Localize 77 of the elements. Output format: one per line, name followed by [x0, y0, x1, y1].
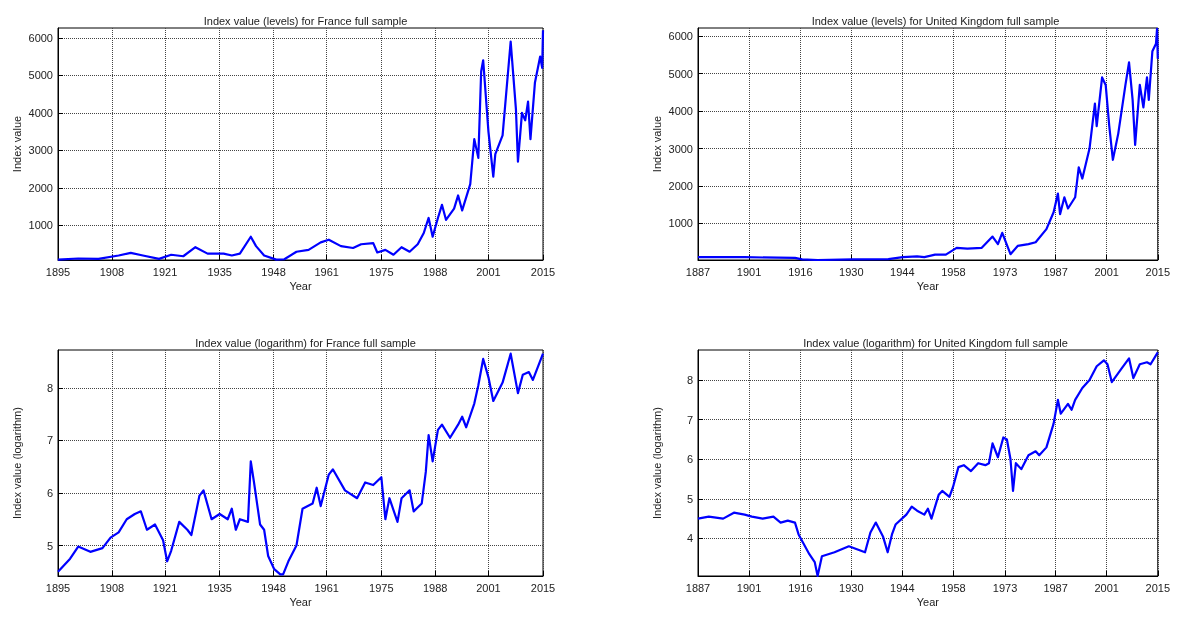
x-tick-label: 1988 [422, 581, 448, 594]
x-tick-label: 2001 [476, 581, 501, 594]
y-tick-label: 2000 [28, 181, 53, 194]
x-tick-label: 1895 [45, 265, 71, 278]
chart-title: Index value (logarithm) for France full sample [195, 336, 416, 349]
y-tick-label: 8 [46, 381, 53, 394]
chart-title: Index value (levels) for France full sample [203, 14, 408, 27]
line-series [56, 352, 545, 576]
x-tick-label: 1935 [207, 265, 232, 278]
x-tick-label: 2001 [1094, 581, 1119, 594]
y-tick-label: 6 [686, 453, 693, 466]
y-tick-label: 7 [46, 434, 53, 447]
x-tick-label: 1916 [788, 265, 813, 278]
x-tick-label: 2001 [1094, 265, 1119, 278]
x-tick-label: 1895 [45, 581, 71, 594]
x-axis-title: Year [289, 595, 312, 608]
x-tick-label: 1921 [152, 581, 178, 594]
x-tick-label: 1901 [736, 265, 762, 278]
x-tick-label: 1908 [99, 265, 125, 278]
y-tick-label: 5 [46, 539, 53, 552]
line-series [56, 29, 545, 261]
y-tick-label: 2000 [668, 180, 693, 193]
y-tick-label: 1000 [668, 217, 693, 230]
y-tick-label: 6 [46, 486, 53, 499]
y-tick-label: 3000 [28, 144, 53, 157]
x-tick-label: 1948 [261, 265, 286, 278]
x-tick-label: 2015 [1145, 581, 1171, 594]
x-tick-label: 1887 [685, 581, 711, 594]
x-tick-label: 1930 [839, 265, 864, 278]
y-tick-label: 7 [686, 413, 693, 426]
y-tick-label: 4000 [668, 105, 693, 118]
y-axis-title: Index value (logarithm) [10, 407, 23, 519]
x-tick-label: 1975 [369, 581, 394, 594]
x-tick-label: 1973 [992, 265, 1018, 278]
x-tick-label: 1958 [941, 581, 966, 594]
x-axis-title: Year [916, 279, 940, 292]
y-axis-title: Index value [650, 115, 663, 173]
x-tick-label: 1987 [1043, 581, 1068, 594]
y-tick-label: 4 [686, 532, 693, 545]
y-tick-label: 6000 [28, 31, 53, 44]
y-tick-label: 8 [686, 374, 693, 387]
x-tick-label: 1901 [736, 581, 762, 594]
x-tick-label: 1975 [369, 265, 394, 278]
x-tick-label: 1988 [422, 265, 448, 278]
x-tick-label: 2015 [530, 265, 556, 278]
x-tick-label: 1973 [992, 581, 1018, 594]
x-tick-label: 1930 [839, 581, 864, 594]
y-tick-label: 5 [686, 492, 693, 505]
x-tick-label: 2015 [1145, 265, 1171, 278]
chart-title: Index value (logarithm) for United Kingdom full sample [803, 336, 1068, 349]
x-tick-label: 1908 [99, 581, 125, 594]
x-tick-label: 1961 [314, 581, 339, 594]
x-tick-label: 1948 [261, 581, 286, 594]
x-tick-label: 1944 [890, 265, 915, 278]
y-axis-title: Index value (logarithm) [650, 407, 663, 519]
line-series [696, 351, 1159, 578]
x-tick-label: 1944 [890, 581, 915, 594]
x-tick-label: 1958 [941, 265, 966, 278]
x-tick-label: 1935 [207, 581, 232, 594]
x-tick-label: 2015 [530, 581, 556, 594]
line-series [696, 27, 1159, 262]
x-axis-title: Year [289, 279, 312, 292]
x-tick-label: 1916 [788, 581, 813, 594]
x-axis-title: Year [916, 595, 940, 608]
y-tick-label: 6000 [668, 30, 693, 43]
y-tick-label: 5000 [668, 67, 693, 80]
chart-title: Index value (levels) for United Kingdom full sample [811, 14, 1060, 27]
y-tick-label: 3000 [668, 142, 693, 155]
x-tick-label: 1987 [1043, 265, 1068, 278]
x-tick-label: 1961 [314, 265, 339, 278]
y-axis-title: Index value [10, 115, 23, 173]
y-tick-label: 1000 [28, 219, 53, 232]
x-tick-label: 2001 [476, 265, 501, 278]
y-tick-label: 5000 [28, 69, 53, 82]
x-tick-label: 1921 [152, 265, 178, 278]
x-tick-label: 1887 [685, 265, 711, 278]
y-tick-label: 4000 [28, 106, 53, 119]
